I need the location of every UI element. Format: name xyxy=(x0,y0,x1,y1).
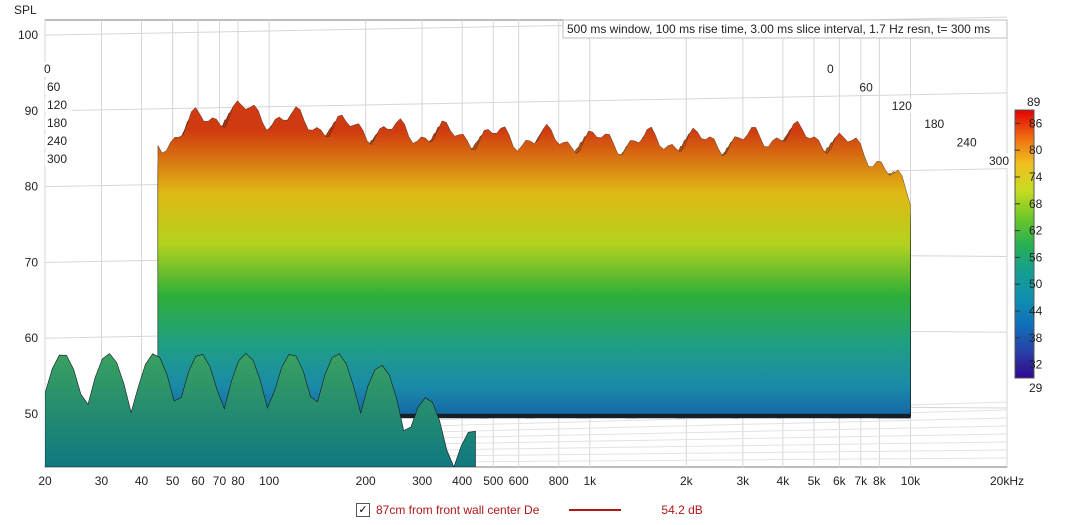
colorbar-tick-label: 80 xyxy=(1029,143,1043,157)
time-label-box xyxy=(45,134,72,148)
y-axis: 50 60 70 80 90 100 xyxy=(18,28,38,421)
y-tick-label: 90 xyxy=(25,104,39,118)
x-tick-label: 2k xyxy=(680,474,694,488)
x-tick-label: 8k xyxy=(873,474,887,488)
colorbar-min-label: 29 xyxy=(1029,381,1043,395)
series-checkbox[interactable]: ✓ xyxy=(356,503,370,517)
waterfall-slice xyxy=(157,100,911,415)
colorbar-tick-label: 50 xyxy=(1029,277,1043,291)
time-tick-label-left: 300 xyxy=(47,152,67,166)
x-tick-label: 70 xyxy=(213,474,227,488)
colorbar-tick-label: 86 xyxy=(1029,116,1043,130)
time-tick-label-left: 180 xyxy=(47,116,67,130)
time-label-box xyxy=(986,154,1013,168)
x-axis: 20 30 40 50 60 70 80 100 200 300 400 500 600 800 1k 2k 3… xyxy=(38,474,1024,488)
colorbar: 89 29 86 80 74 68 62 56 50 44 38 32 xyxy=(1014,95,1043,395)
waterfall-plot: 20 30 40 50 60 70 80 100 200 300 400 500 600 800 1k 2k 3… xyxy=(14,3,1043,488)
y-tick-label: 50 xyxy=(25,407,39,421)
x-tick-label: 600 xyxy=(509,474,529,488)
colorbar-tick-label: 68 xyxy=(1029,197,1043,211)
time-axis: 0 0 60 60 120 120 180 180 240 240 300 300 xyxy=(42,62,1013,168)
x-tick-label: 40 xyxy=(135,474,149,488)
time-tick-label-left: 0 xyxy=(44,62,51,76)
time-tick-label-right: 240 xyxy=(957,136,977,150)
info-box xyxy=(562,19,1008,39)
time-tick-label-left: 60 xyxy=(47,80,61,94)
colorbar-tick-label: 74 xyxy=(1029,170,1043,184)
colorbar-tick-label: 38 xyxy=(1029,331,1043,345)
series-value: 54.2 dB xyxy=(661,503,703,517)
series-color-swatch xyxy=(569,509,622,511)
time-label-box xyxy=(45,152,72,166)
info-text: 500 ms window, 100 ms rise time, 3.00 ms… xyxy=(567,22,990,36)
series-name: 87cm from front wall center De xyxy=(376,503,540,517)
colorbar-tick-label: 32 xyxy=(1029,358,1043,372)
floor-gridline xyxy=(429,457,1008,463)
floor-gridline xyxy=(429,417,1008,433)
y-tick-label: 60 xyxy=(25,331,39,345)
colorbar-tick-label: 44 xyxy=(1029,304,1043,318)
time-label-box xyxy=(45,116,72,130)
time-tick-label-right: 120 xyxy=(892,99,912,113)
time-tick-label-right: 60 xyxy=(859,80,873,94)
time-label-box xyxy=(921,117,949,132)
floor-gridline xyxy=(429,425,1008,439)
x-tick-label: 4k xyxy=(777,474,791,488)
floor-gridline xyxy=(429,441,1008,451)
time-tick-label-right: 0 xyxy=(827,62,834,76)
time-tick-label-right: 300 xyxy=(989,154,1009,168)
x-tick-label: 80 xyxy=(231,474,245,488)
time-tick-label-left: 120 xyxy=(47,98,67,112)
time-label-box xyxy=(45,80,65,94)
time-tick-label-right: 180 xyxy=(924,117,944,131)
x-tick-label: 500 xyxy=(483,474,503,488)
waterfall-surface xyxy=(45,100,912,467)
floor-gridline xyxy=(429,449,1008,457)
time-label-box xyxy=(824,62,837,76)
x-tick-label: 6k xyxy=(833,474,847,488)
y-tick-label: 70 xyxy=(25,255,39,269)
time-label-box xyxy=(856,80,877,95)
x-tick-label: 30 xyxy=(95,474,109,488)
x-tick-label: 400 xyxy=(452,474,472,488)
colorbar-tick-label: 56 xyxy=(1029,250,1043,264)
legend: ✓ 87cm from front wall center De 54.2 dB xyxy=(356,501,703,519)
y-tick-label: 100 xyxy=(18,28,38,42)
colorbar-tick-label: 62 xyxy=(1029,224,1043,238)
floor-gridline xyxy=(429,433,1008,445)
time-tick-label-left: 240 xyxy=(47,134,67,148)
colorbar-max-label: 89 xyxy=(1027,95,1041,109)
time-label-box xyxy=(953,135,981,150)
x-tick-label: 20 xyxy=(38,474,52,488)
x-tick-label: 10k xyxy=(901,474,921,488)
x-tick-label: 800 xyxy=(549,474,569,488)
time-label-box xyxy=(888,98,916,113)
x-tick-label: 3k xyxy=(736,474,750,488)
x-tick-label: 60 xyxy=(191,474,205,488)
low-frequency-front-region xyxy=(45,352,476,467)
x-tick-label: 300 xyxy=(412,474,432,488)
time-label-box xyxy=(42,62,55,76)
y-axis-title: SPL xyxy=(14,3,37,17)
x-tick-label: 1k xyxy=(583,474,597,488)
y-tick-label: 80 xyxy=(25,180,39,194)
time-label-box xyxy=(45,98,72,112)
x-tick-label: 100 xyxy=(259,474,279,488)
x-tick-label: 20kHz xyxy=(990,474,1024,488)
x-tick-label: 50 xyxy=(166,474,180,488)
x-tick-label: 5k xyxy=(808,474,822,488)
x-tick-label: 200 xyxy=(356,474,376,488)
x-tick-label: 7k xyxy=(854,474,868,488)
